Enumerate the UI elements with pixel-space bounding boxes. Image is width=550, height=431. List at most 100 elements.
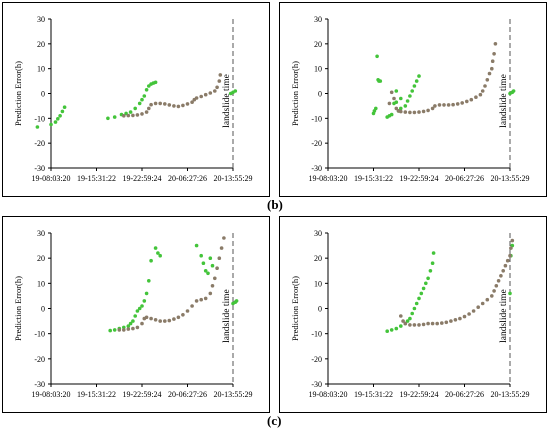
brown-point bbox=[215, 266, 219, 270]
green-point bbox=[122, 325, 126, 330]
brown-point bbox=[509, 246, 513, 250]
green-point bbox=[410, 311, 414, 316]
chart-panel-bottom-right: 30 20 10 0 -10 -20 -30 19-08:03:20 19-15:31:22 19… bbox=[279, 216, 547, 413]
brown-point bbox=[153, 318, 158, 322]
green-point bbox=[153, 80, 158, 85]
green-point bbox=[414, 301, 419, 306]
green-point bbox=[56, 117, 60, 121]
green-point bbox=[394, 326, 399, 331]
green-point bbox=[399, 324, 403, 328]
brown-point bbox=[131, 326, 135, 331]
green-point bbox=[410, 89, 414, 93]
green-point bbox=[142, 94, 147, 98]
brown-point bbox=[430, 321, 435, 326]
brown-point bbox=[140, 112, 144, 116]
brown-point bbox=[213, 276, 217, 281]
y-tick-label: -10 bbox=[34, 114, 45, 123]
brown-point bbox=[449, 319, 453, 323]
brown-point bbox=[167, 318, 172, 323]
green-point bbox=[137, 101, 142, 106]
green-point bbox=[133, 106, 137, 111]
x-tick-label: 20-06:27:26 bbox=[445, 174, 484, 183]
chart-panel-bottom-left: 30 20 10 0 -10 -20 -30 19-08:03:20 19-15:31:22 19… bbox=[2, 216, 270, 413]
brown-point bbox=[144, 315, 149, 320]
chart-panel-top-left: 30 20 10 0 -10 -20 -30 19-08:03:20 19-15:31:22 19… bbox=[2, 2, 270, 197]
brown-point bbox=[465, 99, 469, 104]
brown-point bbox=[217, 256, 222, 260]
brown-point bbox=[126, 327, 131, 331]
x-tick-label: 20-13:55:29 bbox=[213, 390, 252, 399]
brown-point bbox=[389, 90, 394, 95]
y-tick-label: -10 bbox=[311, 330, 322, 339]
y-tick-label: 0 bbox=[318, 90, 322, 99]
green-point bbox=[201, 261, 206, 265]
green-point bbox=[112, 328, 117, 332]
green-point bbox=[389, 112, 394, 117]
y-tick-label: -20 bbox=[311, 139, 322, 148]
x-tick-label: 20-06:27:26 bbox=[445, 390, 484, 399]
green-point bbox=[106, 116, 110, 121]
y-tick-label: 10 bbox=[37, 65, 45, 74]
x-tick-label: 20-06:27:26 bbox=[168, 390, 207, 399]
green-point bbox=[53, 120, 58, 124]
brown-point bbox=[208, 91, 213, 95]
green-point bbox=[144, 291, 149, 296]
brown-point bbox=[510, 238, 515, 243]
green-point bbox=[128, 110, 133, 114]
y-tick-label: -30 bbox=[311, 380, 322, 389]
brown-point bbox=[485, 78, 490, 82]
green-point bbox=[233, 89, 238, 93]
brown-point bbox=[163, 102, 167, 106]
green-point bbox=[408, 316, 412, 321]
brown-point bbox=[158, 319, 162, 323]
y-tick-label: 20 bbox=[37, 254, 45, 263]
landslide-time-label: landslide time bbox=[499, 289, 509, 343]
green-point bbox=[417, 74, 421, 78]
brown-point bbox=[194, 96, 199, 100]
y-tick-label: 20 bbox=[37, 40, 45, 49]
y-tick-label: 10 bbox=[37, 279, 45, 288]
green-point bbox=[144, 88, 149, 92]
green-point bbox=[112, 115, 117, 119]
green-point bbox=[199, 253, 203, 258]
brown-point bbox=[147, 106, 151, 111]
green-point bbox=[194, 243, 199, 248]
chart-panel-top-right: 30 20 10 0 -10 -20 -30 19-08:03:20 19-15:31:22 19… bbox=[279, 2, 547, 197]
brown-point bbox=[412, 323, 417, 327]
x-tick-label: 19-08:03:20 bbox=[31, 390, 70, 399]
brown-point bbox=[480, 89, 485, 93]
brown-point bbox=[135, 325, 140, 330]
brown-point bbox=[399, 109, 403, 114]
y-tick-label: 30 bbox=[37, 15, 45, 24]
brown-point bbox=[426, 108, 430, 113]
green-point bbox=[35, 125, 40, 129]
green-point bbox=[394, 89, 399, 93]
brown-point bbox=[181, 103, 185, 108]
brown-point bbox=[505, 258, 510, 263]
y-tick-label: -30 bbox=[34, 380, 45, 389]
green-point bbox=[412, 84, 417, 88]
y-tick-label: -10 bbox=[34, 330, 45, 339]
green-point bbox=[206, 271, 210, 276]
green-point bbox=[408, 94, 412, 98]
y-tick-label: 20 bbox=[314, 40, 322, 49]
brown-point bbox=[485, 297, 490, 302]
brown-point bbox=[222, 236, 226, 240]
brown-point bbox=[426, 321, 430, 326]
green-point bbox=[149, 258, 153, 263]
y-tick-label: 0 bbox=[318, 305, 322, 314]
brown-point bbox=[483, 84, 487, 88]
green-point bbox=[131, 319, 135, 323]
y-tick-label: -10 bbox=[311, 114, 322, 123]
brown-point bbox=[163, 319, 167, 323]
brown-point bbox=[210, 284, 215, 288]
green-point bbox=[417, 296, 421, 301]
x-tick-label: 20-13:55:29 bbox=[213, 174, 252, 183]
x-tick-label: 19-08:03:20 bbox=[308, 174, 347, 183]
brown-point bbox=[203, 296, 208, 301]
brown-point bbox=[199, 94, 203, 99]
green-point bbox=[128, 321, 133, 326]
brown-point bbox=[440, 321, 444, 325]
